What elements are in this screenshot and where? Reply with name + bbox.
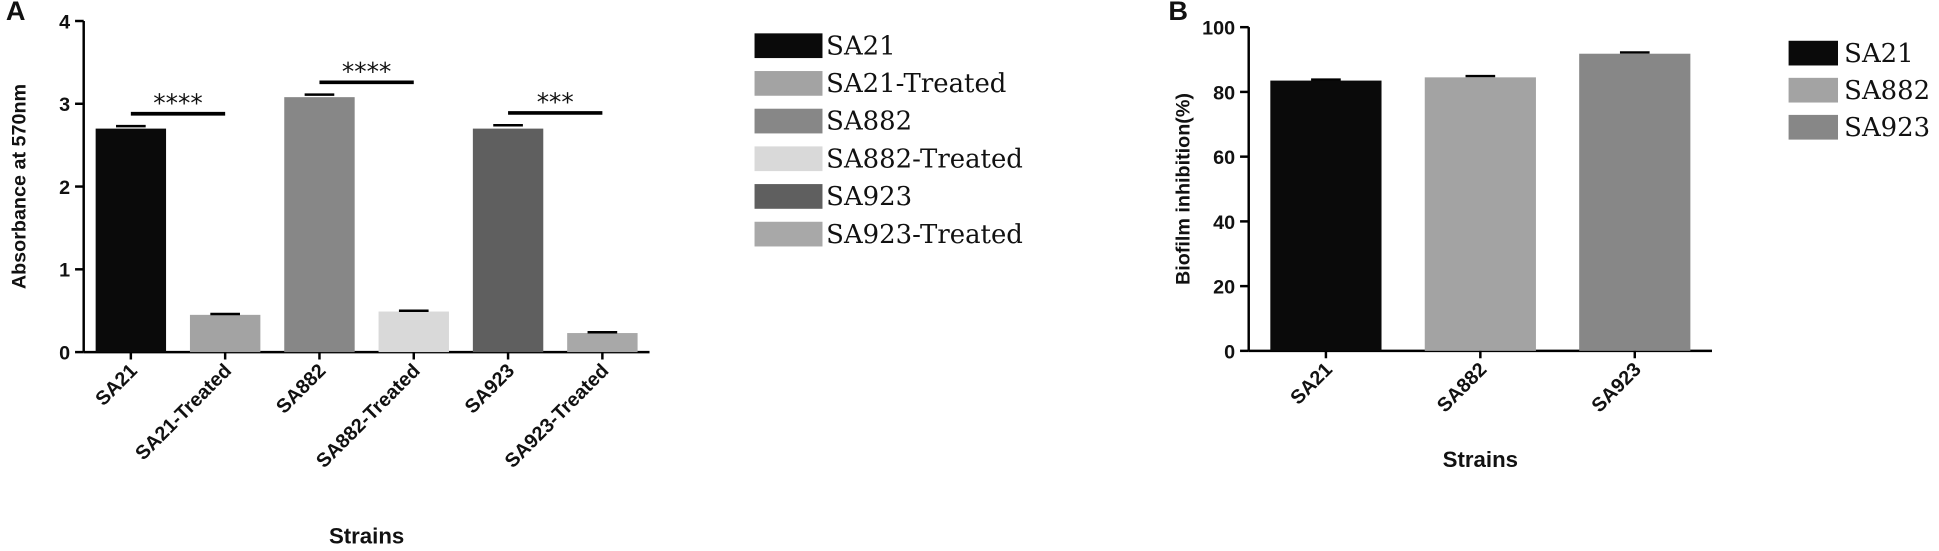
legend-swatch xyxy=(1788,40,1839,66)
y-tick-label: 80 xyxy=(1213,82,1235,104)
bar xyxy=(1424,77,1536,351)
legend-swatch xyxy=(754,221,823,247)
y-tick-label: 3 xyxy=(59,94,70,116)
y-tick-label: 4 xyxy=(59,11,70,33)
legend-swatch xyxy=(754,184,823,209)
x-tick-label: SA21 xyxy=(91,360,142,411)
legend-label: SA882-Treated xyxy=(826,144,1023,174)
legend-label: SA923-Treated xyxy=(826,220,1023,250)
significance-label: **** xyxy=(342,57,391,86)
legend-label: SA882 xyxy=(826,107,912,137)
y-axis-label: Absorbance at 570nm xyxy=(9,84,31,289)
legend-label: SA21 xyxy=(1844,39,1914,69)
legend-swatch xyxy=(1788,114,1839,140)
y-tick-label: 20 xyxy=(1213,277,1235,299)
y-tick-label: 1 xyxy=(59,260,70,282)
significance-label: *** xyxy=(537,87,574,116)
x-tick-label: SA882 xyxy=(272,360,330,418)
legend-swatch xyxy=(754,146,823,172)
panel-label: B xyxy=(1168,0,1188,26)
legend-label: SA923 xyxy=(826,182,912,212)
bar xyxy=(95,128,167,353)
bar xyxy=(472,128,544,353)
significance-label: **** xyxy=(153,88,202,117)
x-axis-label: Strains xyxy=(329,524,404,549)
y-axis-label: Biofilm inhibition(%) xyxy=(1172,93,1194,285)
x-tick-label: SA882 xyxy=(1433,359,1491,417)
bar xyxy=(284,97,355,353)
bar xyxy=(1579,53,1691,351)
legend-label: SA21 xyxy=(826,31,896,61)
x-tick-label: SA923 xyxy=(461,360,519,418)
x-axis-label: Strains xyxy=(1443,447,1518,472)
legend-label: SA21-Treated xyxy=(826,69,1006,99)
x-tick-label: SA923 xyxy=(1587,359,1645,417)
bar xyxy=(567,333,638,353)
bar xyxy=(189,314,261,353)
panel-label: A xyxy=(6,0,26,26)
y-tick-label: 40 xyxy=(1213,212,1235,234)
y-tick-label: 0 xyxy=(59,343,70,365)
y-tick-label: 60 xyxy=(1213,147,1235,169)
y-tick-label: 100 xyxy=(1202,18,1235,40)
x-tick-label: SA21 xyxy=(1286,359,1337,410)
legend-label: SA882 xyxy=(1844,76,1930,106)
legend-swatch xyxy=(754,108,823,134)
legend-label: SA923 xyxy=(1844,113,1930,143)
legend-swatch xyxy=(1788,77,1839,103)
y-tick-label: 2 xyxy=(59,177,70,199)
y-tick-label: 0 xyxy=(1224,341,1235,363)
legend-swatch xyxy=(754,33,823,59)
legend-swatch xyxy=(754,71,823,96)
x-tick-label: SA21-Treated xyxy=(131,360,236,465)
bar xyxy=(378,311,449,353)
bar xyxy=(1270,80,1382,351)
